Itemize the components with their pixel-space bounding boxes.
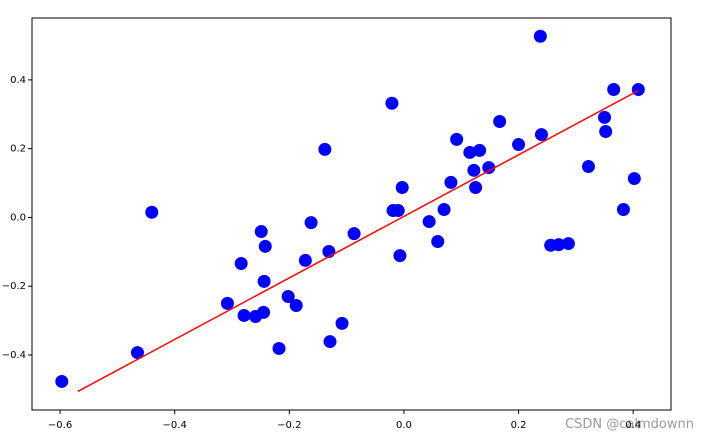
- point: [391, 204, 405, 218]
- x-tick-label: 0.2: [511, 420, 527, 431]
- point: [482, 161, 496, 175]
- x-tick-label: 0.0: [396, 420, 412, 431]
- x-tick-label: −0.2: [277, 420, 301, 431]
- point: [237, 308, 251, 322]
- point: [599, 124, 613, 138]
- point: [257, 274, 271, 288]
- point: [444, 175, 458, 189]
- watermark: CSDN @calmdownn: [565, 417, 694, 432]
- point: [234, 257, 248, 271]
- point: [598, 110, 612, 124]
- x-tick-label: −0.4: [163, 420, 187, 431]
- point: [561, 237, 575, 251]
- y-tick-label: 0.4: [10, 75, 26, 86]
- point: [272, 341, 286, 355]
- y-tick-label: −0.4: [2, 350, 26, 361]
- point: [393, 249, 407, 263]
- point: [473, 143, 487, 157]
- point: [258, 239, 272, 253]
- y-tick-label: 0.2: [10, 144, 26, 155]
- point: [323, 335, 337, 349]
- point: [422, 215, 436, 229]
- y-tick-label: −0.2: [2, 281, 26, 292]
- point: [437, 203, 451, 217]
- point: [298, 253, 312, 267]
- point: [467, 163, 481, 177]
- point: [318, 142, 332, 156]
- point: [450, 132, 464, 146]
- point: [257, 305, 271, 319]
- point: [616, 203, 630, 217]
- point: [347, 227, 361, 241]
- point: [534, 128, 548, 142]
- point: [254, 225, 268, 239]
- point: [533, 29, 547, 43]
- point: [512, 138, 526, 152]
- point: [469, 181, 483, 195]
- point: [130, 346, 144, 360]
- y-tick-label: 0.0: [10, 212, 26, 223]
- point: [220, 296, 234, 310]
- point: [385, 96, 399, 110]
- point: [631, 83, 645, 97]
- point: [581, 160, 595, 174]
- plot-frame: [31, 17, 672, 411]
- point: [493, 115, 507, 129]
- point: [289, 298, 303, 312]
- point: [607, 83, 621, 97]
- point: [463, 145, 477, 159]
- x-tick-label: −0.6: [48, 420, 72, 431]
- fit-line: [77, 89, 639, 393]
- point: [281, 290, 295, 304]
- point: [627, 172, 641, 186]
- point: [431, 235, 445, 249]
- point: [145, 205, 159, 219]
- x-tick-label: 0.4: [625, 420, 641, 431]
- point: [335, 316, 349, 330]
- point: [304, 216, 318, 230]
- point: [55, 374, 69, 388]
- point: [395, 181, 409, 195]
- point: [552, 238, 566, 252]
